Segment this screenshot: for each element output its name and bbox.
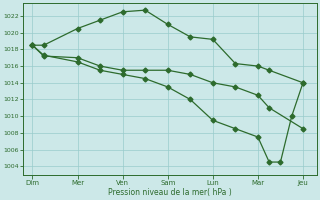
X-axis label: Pression niveau de la mer( hPa ): Pression niveau de la mer( hPa ) [108, 188, 232, 197]
